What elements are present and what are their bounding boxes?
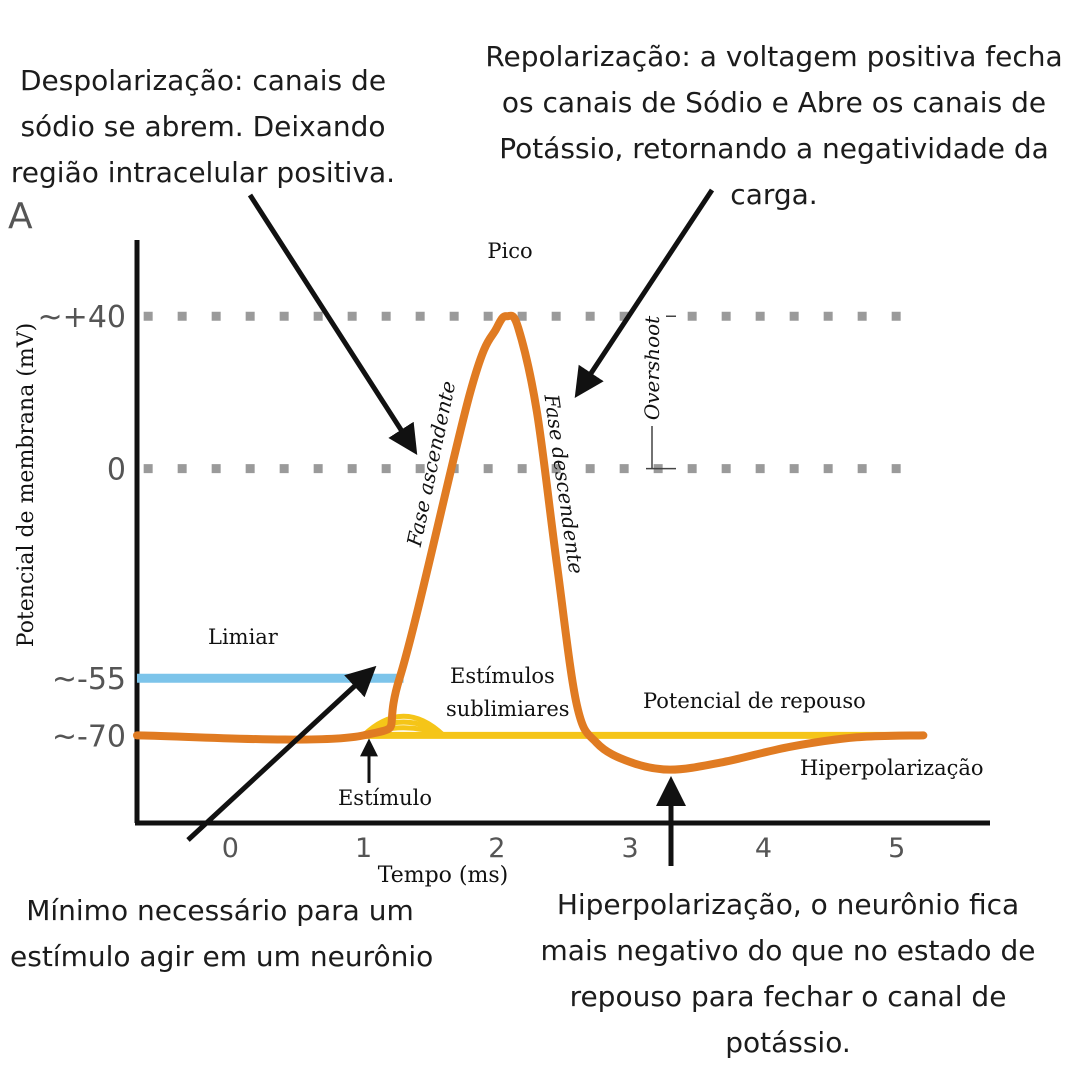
x-tick-label: 4 [755, 833, 772, 864]
x-tick-label: 3 [622, 833, 639, 864]
overshoot-label-bg [638, 310, 666, 426]
y-tick-label: ~+40 [38, 300, 126, 335]
y-tick-label: 0 [107, 453, 126, 488]
x-tick-label: 1 [355, 833, 372, 864]
note-line: carga. [730, 178, 818, 211]
note-repolarization: Repolarização: a voltagem positiva fecha… [476, 34, 1072, 218]
note-line: Despolarização: canais de [19, 64, 387, 97]
x-axis-label: Tempo (ms) [378, 863, 509, 888]
threshold-label: Limiar [208, 625, 279, 649]
hyperpolarization-label: Hiperpolarização [800, 756, 984, 780]
note-line: repouso para fechar o canal de [569, 980, 1007, 1013]
note-depolarization: Despolarização: canais de sódio se abrem… [8, 58, 398, 196]
overshoot-label: Overshoot [640, 315, 664, 420]
note-line: Hiperpolarização, o neurônio fica [556, 888, 1020, 921]
note-hyperpolarization: Hiperpolarização, o neurônio fica mais n… [536, 882, 1040, 1066]
note-line: sódio se abrem. Deixando [20, 110, 386, 143]
note-line: Potássio, retornando a negatividade da [499, 132, 1049, 165]
subthreshold-label: Estímulos [450, 664, 555, 688]
y-tick-label: ~-55 [52, 662, 126, 697]
repolarization-arrow [574, 188, 715, 399]
panel-label: A [8, 196, 33, 237]
note-line: estímulo agir em um neurônio [10, 940, 434, 973]
stimulus-label: Estímulo [338, 786, 432, 810]
note-threshold: Mínimo necessário para um estímulo agir … [10, 888, 434, 980]
x-tick-label: 0 [222, 833, 239, 864]
y-tick-label: ~-70 [52, 719, 126, 754]
note-line: mais negativo do que no estado de [540, 934, 1036, 967]
note-line: os canais de Sódio e Abre os canais de [501, 86, 1047, 119]
threshold-arrow [186, 665, 377, 842]
peak-label: Pico [487, 239, 532, 263]
note-line: potássio. [725, 1026, 851, 1059]
x-tick-label: 2 [488, 833, 505, 864]
action-potential-curve [133, 311, 928, 774]
note-line: região intracelular positiva. [10, 156, 396, 189]
y-axis-label: Potencial de membrana (mV) [14, 323, 39, 647]
depolarization-arrow [247, 193, 418, 456]
resting-label: Potencial de repouso [643, 689, 866, 713]
x-tick-label: 5 [888, 833, 905, 864]
note-line: Repolarização: a voltagem positiva fecha [485, 40, 1063, 73]
note-line: Mínimo necessário para um [26, 894, 414, 927]
subthreshold-label: sublimiares [446, 697, 570, 721]
